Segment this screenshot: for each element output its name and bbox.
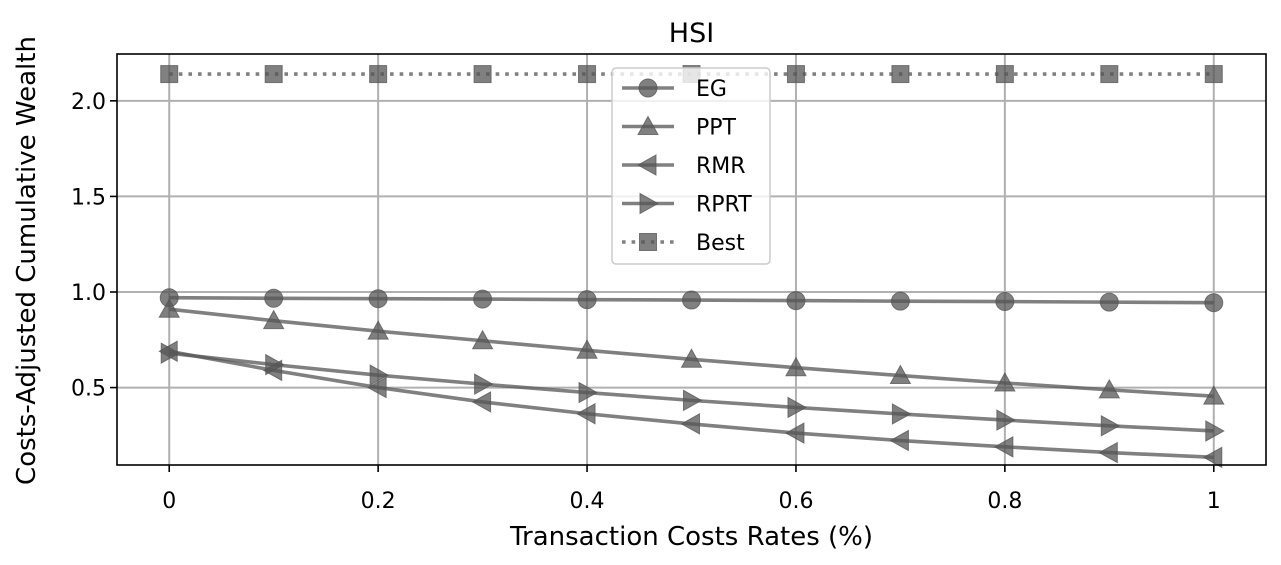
data-point-rprt [1100,414,1121,437]
series-best [160,65,1223,84]
data-point-rprt [265,353,285,376]
data-point-eg [995,292,1015,312]
y-tick-label: 2.0 [71,90,106,115]
data-point-rmr [576,402,596,425]
data-point-ppt [889,364,912,385]
legend-marker [639,192,660,215]
data-point-eg [890,291,910,311]
data-point-rprt [160,342,181,365]
data-point-rprt [891,403,912,425]
data-point-ppt [994,371,1016,392]
x-axis-label: Transaction Costs Rates (%) [509,522,873,552]
legend-item-best: Best [622,231,745,256]
data-point-best [995,65,1014,84]
data-point-ppt [471,329,494,350]
x-tick-label: 0.8 [987,489,1022,514]
data-point-rprt [578,381,599,404]
data-point-ppt [262,309,285,330]
x-tick-label: 0.6 [778,489,813,514]
data-point-eg [473,289,493,309]
x-tick-label: 0 [162,489,176,514]
data-point-best [1100,65,1119,84]
y-tick-label: 0.5 [71,377,106,402]
data-point-best [160,65,179,84]
y-tick-label: 1.0 [71,281,106,306]
legend-item-ppt: PPT [622,115,737,141]
data-point-rprt [787,396,807,419]
data-point-eg [1099,292,1119,312]
legend-label: RPRT [696,193,752,218]
data-point-best [369,65,388,84]
data-point-rmr [1098,441,1118,464]
data-point-best [786,65,805,84]
series-rprt [160,342,1225,442]
data-point-best [264,65,283,84]
legend-item-rprt: RPRT [622,193,752,218]
plot-frame [116,53,1267,466]
series-layer [158,65,1225,469]
data-point-rprt [369,364,390,387]
legend-marker [639,233,657,251]
legend-label: RMR [696,154,746,179]
data-point-ppt [680,348,703,368]
legend-item-rmr: RMR [622,154,746,179]
data-point-best [1204,65,1223,84]
x-tick-label: 0.4 [570,489,605,514]
data-point-rmr [784,422,805,444]
data-point-rprt [683,389,703,412]
data-point-rmr [471,391,492,413]
legend-label: Best [696,231,745,256]
y-tick-label: 1.5 [71,185,106,210]
data-point-ppt [1202,385,1225,405]
legend-label: PPT [696,116,737,141]
series-eg [159,288,1224,313]
data-point-eg [264,288,284,308]
data-point-eg [1204,293,1224,313]
data-point-rprt [1205,420,1225,442]
legend: EG PPT RMR RPRT Best [611,67,771,265]
legend-label: EG [696,77,727,102]
legend-box [611,67,771,265]
data-point-ppt [576,339,598,359]
legend-item-eg: EG [622,77,727,102]
data-point-rmr [680,413,700,435]
series-ppt [158,298,1225,405]
legend-marker [638,78,658,98]
legend-marker [636,154,657,176]
data-point-rmr [993,435,1014,458]
chart-title: HSI [669,18,714,49]
data-point-best [891,65,910,84]
y-axis-label: Costs-Adjusted Cumulative Wealth [12,36,42,485]
ticks: 0 0.2 0.4 0.6 0.8 1 0.5 1.0 1.5 2.0 [71,90,1221,514]
legend-marker [637,115,659,135]
data-point-eg [368,289,388,309]
data-point-eg [786,291,806,311]
data-point-best [473,65,492,84]
data-point-best [578,65,597,84]
data-point-rprt [474,373,494,395]
data-point-ppt [367,320,389,340]
data-point-eg [577,290,597,310]
x-tick-label: 0.2 [361,489,396,514]
data-point-ppt [1098,378,1121,399]
data-point-rmr [367,376,387,399]
data-point-ppt [785,356,807,377]
data-point-ppt [158,298,181,318]
data-point-rmr [1202,446,1223,469]
data-point-rprt [996,409,1016,431]
data-point-rmr [889,429,909,452]
x-tick-label: 1 [1207,489,1221,514]
data-point-eg [682,290,701,310]
